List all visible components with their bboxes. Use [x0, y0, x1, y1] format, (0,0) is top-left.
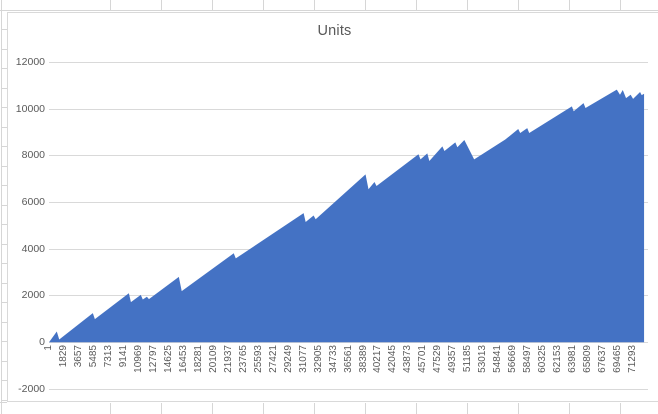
spreadsheet-gridline — [416, 0, 417, 10]
plot-gridline — [49, 388, 648, 390]
y-axis-label: 10000 — [15, 102, 45, 115]
spreadsheet-gridline — [263, 403, 264, 414]
spreadsheet-gridline — [1, 244, 7, 245]
spreadsheet-gridline — [1, 380, 7, 381]
spreadsheet-gridline — [1, 283, 7, 284]
spreadsheet-gridline — [161, 0, 162, 10]
spreadsheet-gridline — [212, 0, 213, 10]
spreadsheet-gridline — [1, 29, 7, 30]
spreadsheet-gridline — [620, 403, 621, 414]
spreadsheet-gridline — [1, 146, 7, 147]
spreadsheet-gridline — [1, 68, 7, 69]
spreadsheet-gridline — [416, 403, 417, 414]
spreadsheet-gridline — [0, 402, 7, 403]
y-axis-label: 4000 — [21, 242, 45, 255]
plot-gridline — [49, 108, 648, 110]
spreadsheet-gridline — [1, 49, 7, 50]
spreadsheet-gridline — [569, 0, 570, 10]
spreadsheet-gridline — [1, 302, 7, 303]
spreadsheet-gridline — [1, 88, 7, 89]
y-axis-label: 12000 — [15, 55, 45, 68]
y-axis-label: 0 — [39, 336, 45, 348]
plot-gridline — [49, 61, 648, 63]
spreadsheet-gridline — [620, 0, 621, 10]
spreadsheet-gridline — [263, 0, 264, 10]
spreadsheet-gridline — [1, 185, 7, 186]
spreadsheet-gridline — [467, 403, 468, 414]
spreadsheet-gridline — [1, 205, 7, 206]
area-series[interactable] — [49, 89, 645, 343]
spreadsheet-gridline — [212, 403, 213, 414]
spreadsheet-gridline — [1, 322, 7, 323]
spreadsheet-gridline — [1, 127, 7, 128]
spreadsheet-gridline — [161, 403, 162, 414]
y-axis-label: 8000 — [21, 149, 45, 162]
spreadsheet-gridline — [110, 0, 111, 10]
y-axis-label: -2000 — [18, 382, 45, 395]
spreadsheet-gridline — [1, 224, 7, 225]
spreadsheet-gridline — [365, 0, 366, 10]
spreadsheet-gridline — [1, 107, 7, 108]
spreadsheet-gridline — [1, 263, 7, 264]
spreadsheet-gridline — [1, 400, 7, 401]
plot-gridline — [49, 155, 648, 157]
spreadsheet-gridline — [467, 0, 468, 10]
spreadsheet-gridline — [110, 403, 111, 414]
spreadsheet-gridline — [1, 341, 7, 342]
spreadsheet-gridline — [314, 403, 315, 414]
chart-title: Units — [317, 23, 352, 39]
chart-area[interactable]: Units 12000 10000 8000 6000 4000 2000 0 -2000 1 1… — [7, 12, 658, 402]
spreadsheet-gridline — [569, 403, 570, 414]
spreadsheet-gridline — [518, 0, 519, 10]
spreadsheet-gridline — [365, 403, 366, 414]
plot-gridline — [49, 342, 648, 343]
spreadsheet-gridline — [314, 0, 315, 10]
spreadsheet-gridline — [1, 361, 7, 362]
spreadsheet-gridline — [1, 166, 7, 167]
units-area-chart — [49, 89, 645, 343]
y-axis-label: 2000 — [21, 289, 45, 302]
y-axis-label: 6000 — [21, 195, 45, 208]
spreadsheet-gridline — [0, 10, 658, 11]
spreadsheet-gridline — [1, 0, 2, 414]
spreadsheet-gridline — [518, 403, 519, 414]
